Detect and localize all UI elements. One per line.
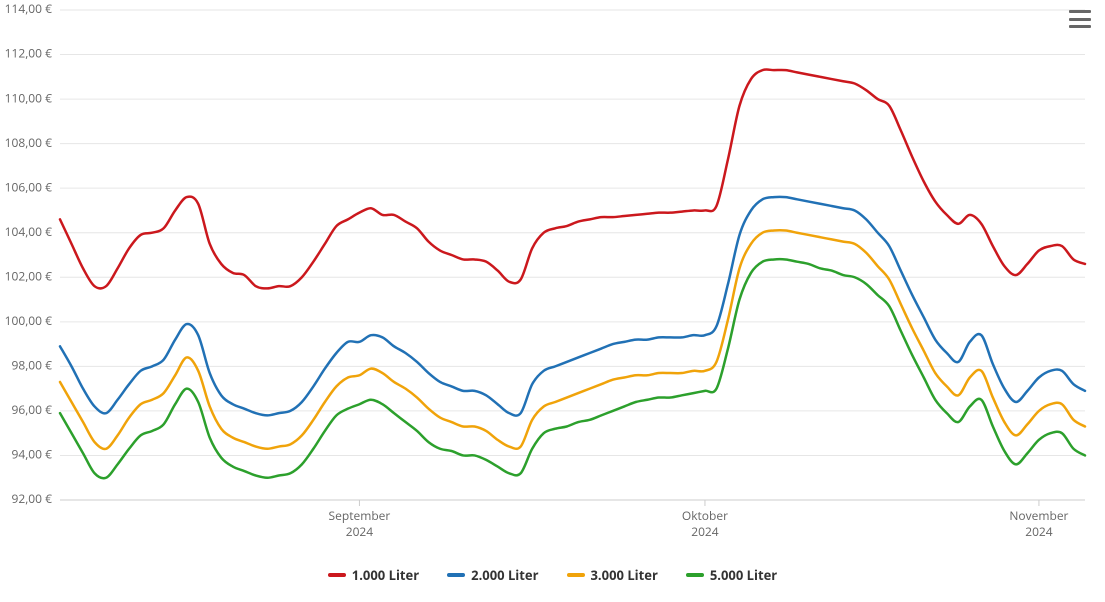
legend-item[interactable]: 2.000 Liter — [447, 566, 538, 584]
legend-label: 2.000 Liter — [471, 566, 538, 584]
svg-text:100,00 €: 100,00 € — [5, 312, 53, 329]
legend-swatch — [686, 573, 704, 577]
series-line — [60, 259, 1085, 478]
legend-swatch — [447, 573, 465, 577]
svg-text:2024: 2024 — [346, 523, 374, 540]
svg-text:106,00 €: 106,00 € — [5, 178, 53, 195]
svg-text:98,00 €: 98,00 € — [11, 357, 52, 374]
chart-legend: 1.000 Liter 2.000 Liter 3.000 Liter 5.000 L… — [0, 566, 1105, 584]
svg-text:112,00 €: 112,00 € — [5, 45, 53, 62]
legend-item[interactable]: 5.000 Liter — [686, 566, 777, 584]
chart-menu-icon[interactable] — [1069, 8, 1091, 30]
series-line — [60, 197, 1085, 416]
svg-text:November: November — [1009, 507, 1068, 524]
legend-item[interactable]: 3.000 Liter — [567, 566, 658, 584]
legend-label: 1.000 Liter — [352, 566, 419, 584]
svg-text:102,00 €: 102,00 € — [5, 267, 53, 284]
svg-text:September: September — [329, 507, 391, 524]
legend-swatch — [328, 573, 346, 577]
svg-text:94,00 €: 94,00 € — [11, 446, 52, 463]
svg-text:96,00 €: 96,00 € — [11, 401, 52, 418]
svg-text:108,00 €: 108,00 € — [5, 134, 53, 151]
series-line — [60, 230, 1085, 449]
legend-swatch — [567, 573, 585, 577]
svg-text:2024: 2024 — [691, 523, 719, 540]
legend-item[interactable]: 1.000 Liter — [328, 566, 419, 584]
chart-svg: 92,00 € 94,00 € 96,00 € 98,00 € 100,00 € 102,… — [0, 0, 1105, 560]
svg-text:Oktober: Oktober — [682, 507, 728, 524]
svg-text:2024: 2024 — [1025, 523, 1053, 540]
series-line — [60, 69, 1085, 288]
svg-text:92,00 €: 92,00 € — [11, 490, 52, 507]
legend-label: 5.000 Liter — [710, 566, 777, 584]
svg-text:104,00 €: 104,00 € — [5, 223, 53, 240]
svg-text:110,00 €: 110,00 € — [5, 89, 53, 106]
line-chart: 92,00 € 94,00 € 96,00 € 98,00 € 100,00 € 102,… — [0, 0, 1105, 602]
legend-label: 3.000 Liter — [591, 566, 658, 584]
svg-text:114,00 €: 114,00 € — [5, 0, 53, 17]
